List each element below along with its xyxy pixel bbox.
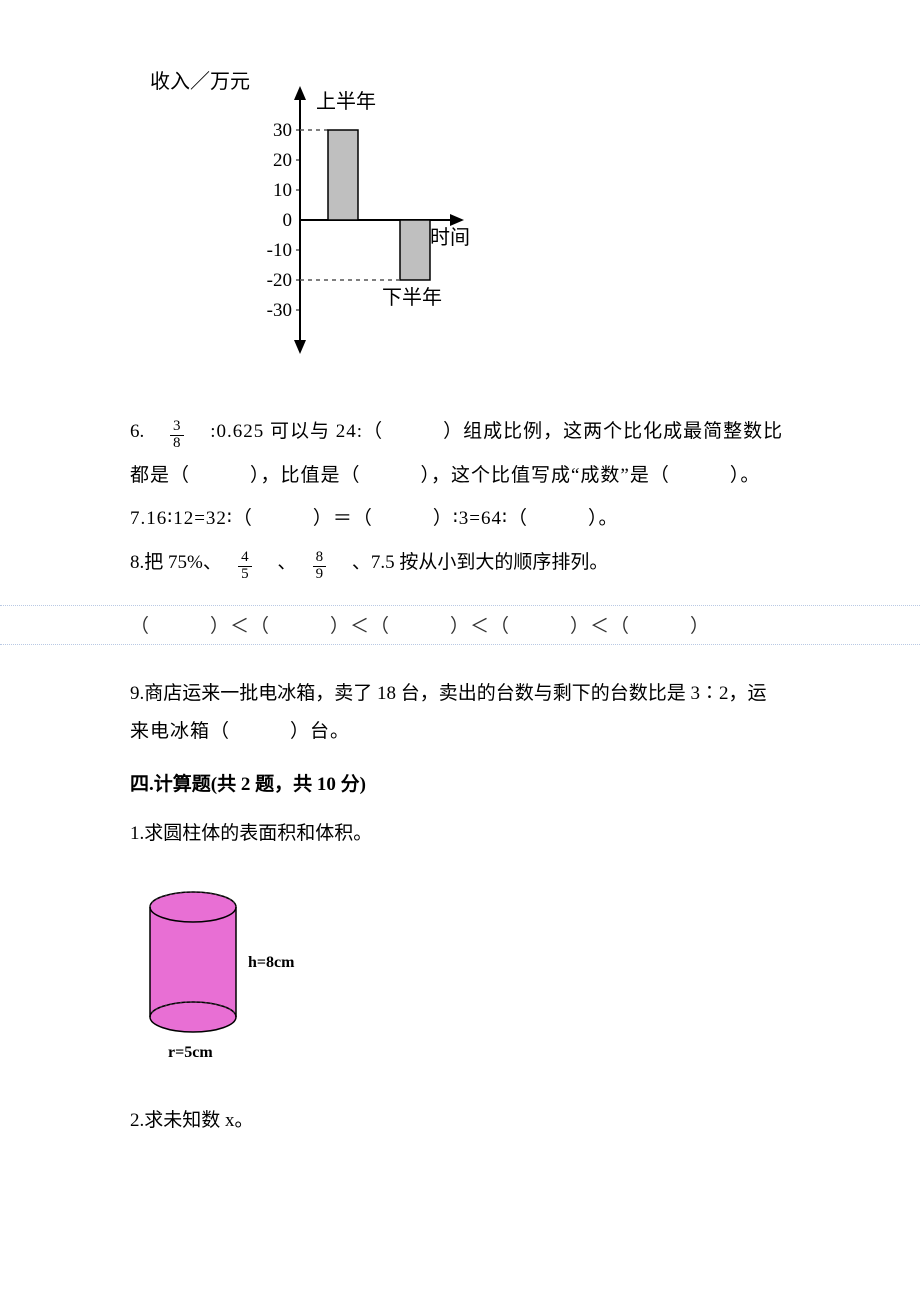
question-6-line1: 6. 3 8 :0.625 可以与 24:（ ）组成比例，这两个比化成最简整数比 [130,410,810,454]
q8-f1-den: 5 [238,567,252,583]
q6-frac-den: 8 [170,436,184,452]
cylinder-r-label: r=5cm [168,1044,213,1061]
income-bar-chart: 收入／万元 30 20 10 0 -10 -20 -30 [130,60,490,370]
label-second-half: 下半年 [382,286,442,309]
y-tick--20: -20 [267,270,292,291]
cylinder-h-label: h=8cm [248,954,295,971]
section-4-title: 四.计算题(共 2 题，共 10 分) [130,769,810,796]
q8-f2-num: 8 [313,550,327,567]
question-8-order-row: （ ）＜（ ）＜（ ）＜（ ）＜（ ） [130,603,810,647]
bar-second-half [400,220,430,280]
q8-f1-num: 4 [238,550,252,567]
cylinder-bottom [150,1002,236,1032]
question-8-lead: 8.把 75%、 4 5 、 8 9 、7.5 按从小到大的顺序排列。 [130,541,810,585]
q6-fraction: 3 8 [168,419,186,452]
label-first-half: 上半年 [316,90,376,113]
q6-frac-num: 3 [170,419,184,436]
question-9-line1: 9.商店运来一批电冰箱，卖了 18 台，卖出的台数与剩下的台数比是 3∶2，运 [130,675,810,713]
x-axis-label: 时间 [430,226,470,249]
section4-q2-text: 2.求未知数 x。 [130,1099,810,1143]
y-tick--30: -30 [267,300,292,321]
q8-frac-2: 8 9 [311,550,329,583]
q8-f2-den: 9 [313,567,327,583]
y-axis-arrow-down [294,340,306,354]
x-axis-arrow [450,214,464,226]
q8-tail: 、7.5 按从小到大的顺序排列。 [333,552,609,573]
cylinder-top [150,892,236,922]
cylinder-figure: h=8cm r=5cm [130,877,300,1067]
q8-order-blanks: （ ）＜（ ）＜（ ）＜（ ）＜（ ） [130,603,810,638]
bar-first-half [328,130,358,220]
q6-prefix: 6. [130,421,163,442]
cylinder-body [150,907,236,1017]
y-tick-30: 30 [273,120,292,141]
q8-mid1: 、 [258,552,306,573]
y-axis-arrow [294,86,306,100]
y-tick-0: 0 [283,210,293,231]
y-tick-10: 10 [273,180,292,201]
question-7: 7.16∶12=32∶（ ）＝（ ）∶3=64∶（ ）。 [130,497,810,541]
q6-text-a: :0.625 可以与 24:（ ）组成比例，这两个比化成最简整数比 [190,421,783,442]
question-9-line2: 来电冰箱（ ）台。 [130,713,810,751]
y-tick-20: 20 [273,150,292,171]
y-tick--10: -10 [267,240,292,261]
q8-lead: 8.把 75%、 [130,552,231,573]
question-6-line2: 都是（ ），比值是（ ），这个比值写成“成数”是（ ）。 [130,454,810,498]
section4-q1-text: 1.求圆柱体的表面积和体积。 [130,812,810,856]
q8-frac-1: 4 5 [236,550,254,583]
y-axis-label: 收入／万元 [150,70,250,93]
